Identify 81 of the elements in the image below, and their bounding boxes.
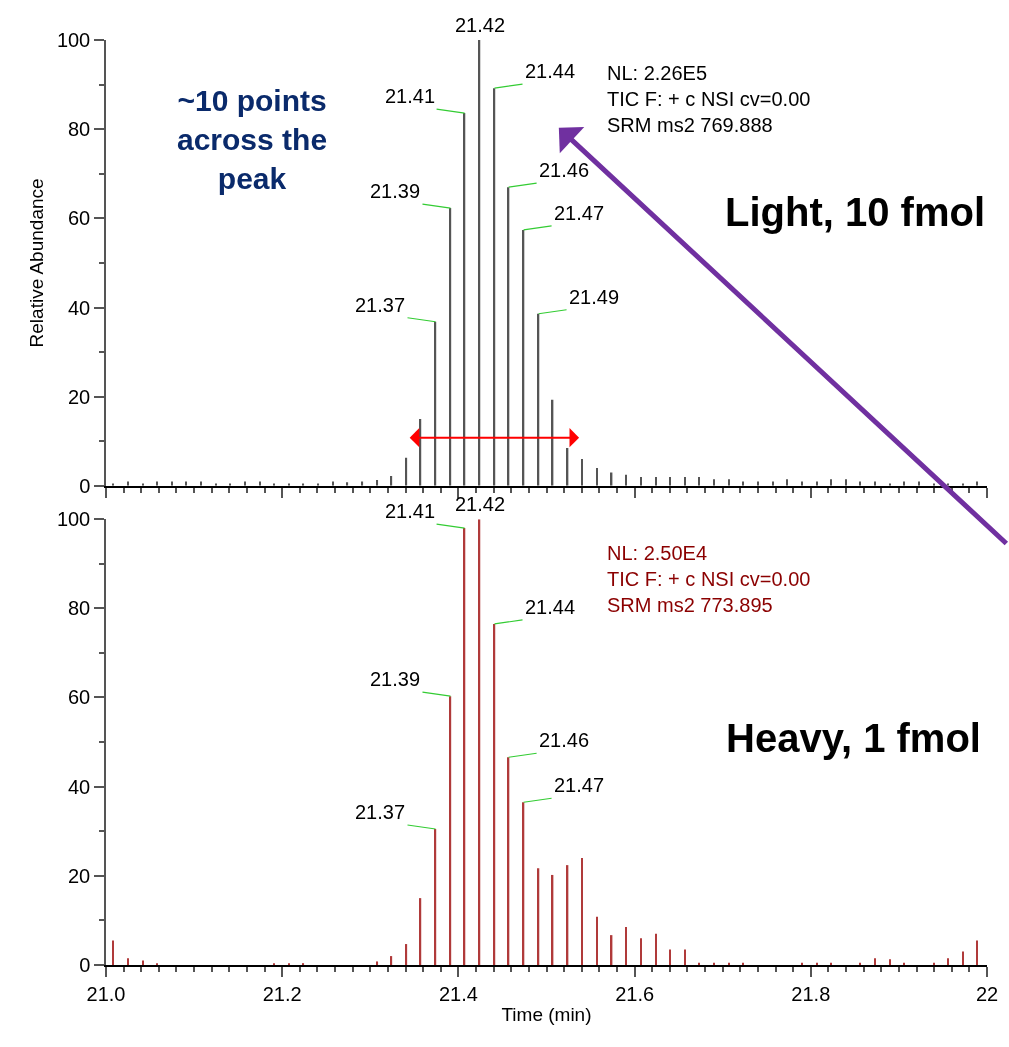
annotation: 21.37 [355,294,406,316]
bar [742,962,744,965]
annotation: 21.47 [554,202,605,224]
y-tick-label: 60 [68,207,91,230]
annotation: 21.42 [455,493,506,515]
annotation: 21.41 [385,500,436,522]
bar [419,898,422,965]
annotation: 21.42 [455,14,506,36]
x-tick-label: 21.4 [438,983,478,1005]
bar [976,940,979,965]
bar [376,961,379,965]
annotation: 21.49 [569,286,620,308]
x-tick-label: 21.6 [615,983,655,1005]
y-axis-title: Relative Abundance [26,178,48,348]
annotation: 21.46 [539,729,590,751]
bar [434,829,437,965]
annotation: 21.39 [370,668,421,690]
bar [112,940,114,965]
bar [581,858,583,965]
annotation: Light, 10 fmol [725,190,985,234]
bar [713,479,715,486]
bar [801,962,803,965]
bar [405,457,408,486]
bar [889,959,891,965]
bar [859,962,861,965]
y-tick-label: 20 [68,864,91,887]
bar [625,927,627,965]
x-tick-label: 21.2 [262,983,302,1005]
bar [655,933,657,965]
bar [947,958,949,965]
y-tick-label: 0 [79,954,91,976]
bar [728,479,730,486]
bar [845,479,847,486]
x-tick-label: 22 [975,983,999,1005]
annotation: ~10 points across the peak [177,84,328,195]
bar [493,623,496,965]
bar [581,459,583,486]
annotation: 21.37 [355,801,406,823]
annotation: 21.46 [539,159,590,181]
bar [962,951,964,965]
y-tick-label: 80 [68,597,91,620]
bar [640,938,642,965]
y-tick-label: 20 [68,385,91,408]
x-axis-title: Time (min) [501,1004,592,1026]
annotation: 21.47 [554,774,605,796]
bar [596,916,598,965]
bar [933,962,935,965]
y-tick-label: 40 [68,296,91,319]
bar [713,962,715,965]
bar [669,949,671,965]
y-tick-label: 100 [56,29,91,51]
bar [449,696,452,965]
bar [830,479,832,486]
annotation: NL: 2.26E5 TIC F: + c NSI cv=0.00 SRM ms2 769.888 [607,62,811,136]
annotation: NL: 2.50E4 TIC F: + c NSI cv=0.00 SRM ms2 773.895 [607,542,811,616]
annotation: Heavy, 1 fmol [726,716,981,760]
y-tick-label: 100 [56,508,91,531]
bar [816,962,818,965]
y-tick-label: 60 [68,686,91,709]
bar [449,208,452,486]
bar [698,962,700,965]
annotation: 21.39 [370,180,421,202]
bar [596,468,598,486]
bar [390,956,393,965]
y-tick-label: 0 [79,474,91,497]
bar [786,479,788,486]
x-tick-label: 21.8 [791,983,831,1005]
bar [127,958,129,965]
bar [405,944,408,965]
bar [874,958,876,965]
bar [830,962,832,965]
bar [684,949,686,965]
annotation: 21.44 [525,60,576,82]
annotation: 21.41 [385,85,436,107]
y-tick-label: 80 [68,118,91,141]
bar [728,962,730,965]
y-tick-label: 40 [68,775,91,798]
bar [625,474,627,486]
annotation: 21.44 [525,596,576,618]
x-tick-label: 21.0 [86,983,126,1005]
bar [903,962,905,965]
